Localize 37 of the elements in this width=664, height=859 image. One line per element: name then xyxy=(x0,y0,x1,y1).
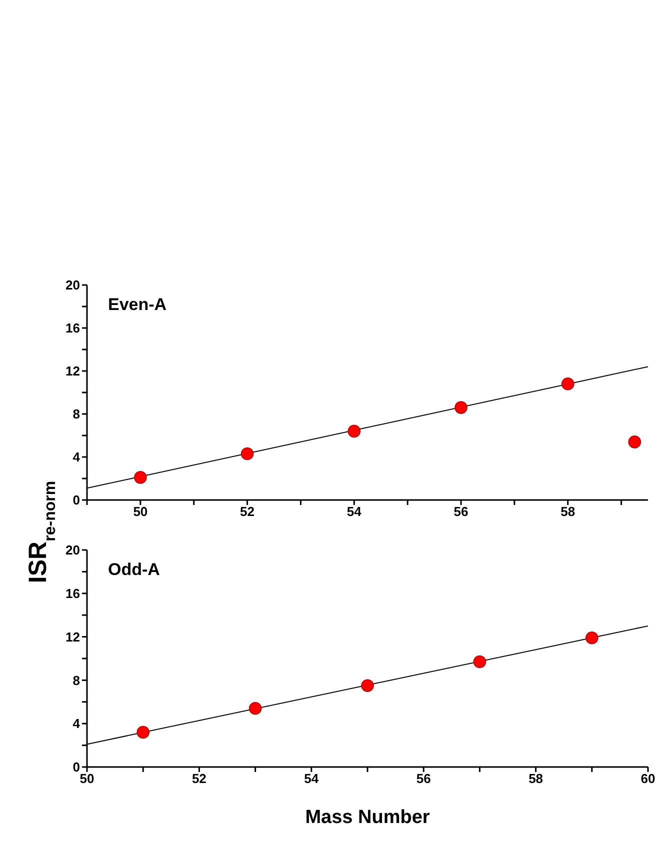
x-tick-label: 52 xyxy=(192,771,206,786)
point xyxy=(561,378,574,390)
point xyxy=(248,702,262,715)
point xyxy=(361,679,374,692)
x-tick-label: 60 xyxy=(640,771,656,786)
x-tick-label: 58 xyxy=(560,504,576,520)
x-tick-label: 50 xyxy=(80,771,94,786)
x-axis-title: Mass Number xyxy=(305,807,430,828)
x-tick-label: 56 xyxy=(454,504,468,520)
y-tick-label: 16 xyxy=(66,586,80,602)
point xyxy=(240,447,254,460)
y-tick-label: 20 xyxy=(66,542,80,558)
annotation: Even-A xyxy=(108,295,167,315)
y-tick-label: 8 xyxy=(72,672,80,688)
point xyxy=(134,471,147,484)
x-tick-label: 52 xyxy=(240,504,255,520)
y-tick-label: 4 xyxy=(72,450,81,465)
x-tick-label: 56 xyxy=(416,771,431,786)
point xyxy=(586,631,598,644)
point xyxy=(348,424,361,438)
x-tick-label: 54 xyxy=(346,504,362,520)
y-tick-label: 4 xyxy=(72,716,81,732)
y-tick-label: 8 xyxy=(72,406,80,422)
y-tick-label: 0 xyxy=(72,492,80,508)
x-tick-label: 58 xyxy=(528,771,544,786)
x-tick-label: 50 xyxy=(133,504,148,520)
point xyxy=(628,436,642,448)
y-tick-label: 16 xyxy=(66,320,80,336)
y-tick-label: 12 xyxy=(66,629,80,644)
y-tick-label: 12 xyxy=(66,364,80,379)
point xyxy=(473,655,486,668)
y-tick-label: 0 xyxy=(72,760,80,775)
y-tick-label: 20 xyxy=(66,278,80,293)
point xyxy=(136,726,150,739)
point xyxy=(454,401,468,414)
annotation: Odd-A xyxy=(108,560,160,580)
x-tick-label: 54 xyxy=(304,771,320,786)
